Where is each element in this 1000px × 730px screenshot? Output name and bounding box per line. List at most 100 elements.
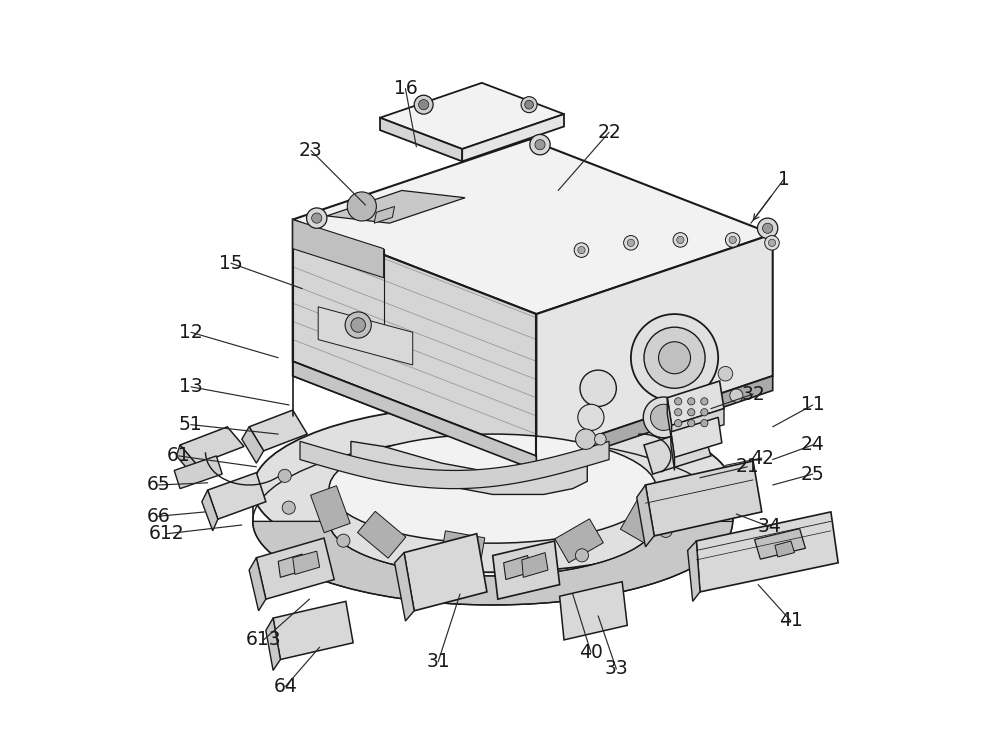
Circle shape <box>574 243 589 258</box>
Polygon shape <box>374 207 395 223</box>
Circle shape <box>651 404 677 431</box>
Circle shape <box>701 398 708 405</box>
Polygon shape <box>327 191 465 223</box>
Polygon shape <box>174 456 222 488</box>
Text: 11: 11 <box>801 396 825 415</box>
Circle shape <box>701 420 708 427</box>
Polygon shape <box>253 521 733 605</box>
Polygon shape <box>637 485 654 547</box>
Polygon shape <box>293 139 773 314</box>
Polygon shape <box>293 220 384 277</box>
Circle shape <box>688 409 695 416</box>
Text: 33: 33 <box>604 659 628 678</box>
Text: 15: 15 <box>219 254 243 273</box>
Circle shape <box>730 389 743 402</box>
Circle shape <box>718 366 733 381</box>
Text: 64: 64 <box>274 677 297 696</box>
Circle shape <box>643 397 684 438</box>
Polygon shape <box>644 427 711 474</box>
Text: 61: 61 <box>167 447 190 466</box>
Polygon shape <box>380 82 564 149</box>
Polygon shape <box>404 534 487 611</box>
Circle shape <box>675 420 682 427</box>
Circle shape <box>535 139 545 150</box>
Polygon shape <box>671 418 722 458</box>
Circle shape <box>624 236 638 250</box>
Polygon shape <box>688 541 700 602</box>
Polygon shape <box>696 512 838 592</box>
Circle shape <box>576 429 596 450</box>
Circle shape <box>659 342 691 374</box>
Text: 32: 32 <box>741 385 765 404</box>
Circle shape <box>578 247 585 254</box>
Polygon shape <box>536 376 773 470</box>
Polygon shape <box>672 409 724 442</box>
Circle shape <box>525 100 533 109</box>
Circle shape <box>575 549 589 562</box>
Circle shape <box>450 555 463 568</box>
Circle shape <box>631 314 718 402</box>
Polygon shape <box>667 398 672 442</box>
Circle shape <box>307 208 327 228</box>
Polygon shape <box>256 538 334 599</box>
Text: 51: 51 <box>179 415 203 434</box>
Text: 612: 612 <box>149 524 185 543</box>
Polygon shape <box>249 410 307 451</box>
Polygon shape <box>504 556 531 580</box>
Ellipse shape <box>253 405 733 572</box>
Circle shape <box>419 99 429 109</box>
Polygon shape <box>311 485 350 533</box>
Polygon shape <box>293 551 320 575</box>
Polygon shape <box>293 220 536 456</box>
Text: 24: 24 <box>801 436 825 455</box>
Polygon shape <box>351 442 587 494</box>
Circle shape <box>675 409 682 416</box>
Polygon shape <box>755 529 805 559</box>
Circle shape <box>278 469 291 483</box>
Circle shape <box>414 95 433 114</box>
Polygon shape <box>522 553 548 577</box>
Text: 40: 40 <box>579 642 603 662</box>
Polygon shape <box>441 531 485 565</box>
Circle shape <box>659 524 672 537</box>
Circle shape <box>627 239 635 247</box>
Circle shape <box>578 404 604 431</box>
Text: 16: 16 <box>394 79 417 98</box>
Circle shape <box>580 370 616 407</box>
Polygon shape <box>266 618 280 670</box>
Circle shape <box>595 434 606 445</box>
Text: 23: 23 <box>299 141 323 160</box>
Text: 34: 34 <box>757 517 781 536</box>
Polygon shape <box>249 558 266 611</box>
Text: 12: 12 <box>179 323 203 342</box>
Polygon shape <box>536 234 773 456</box>
Polygon shape <box>560 582 627 640</box>
Circle shape <box>673 233 688 247</box>
Text: 13: 13 <box>179 377 203 396</box>
Circle shape <box>688 398 695 405</box>
Circle shape <box>351 318 365 332</box>
Circle shape <box>729 237 736 244</box>
Polygon shape <box>176 445 197 475</box>
Circle shape <box>521 96 537 112</box>
Text: 1: 1 <box>778 170 790 189</box>
Polygon shape <box>671 432 675 470</box>
Polygon shape <box>242 427 264 463</box>
Polygon shape <box>620 494 664 543</box>
Polygon shape <box>667 381 724 426</box>
Polygon shape <box>273 602 353 659</box>
Polygon shape <box>357 511 406 558</box>
Circle shape <box>347 192 376 221</box>
Polygon shape <box>493 541 560 599</box>
Text: 613: 613 <box>246 631 281 650</box>
Polygon shape <box>300 442 609 488</box>
Polygon shape <box>293 361 536 470</box>
Text: 42: 42 <box>750 448 774 468</box>
Circle shape <box>694 495 707 508</box>
Text: 22: 22 <box>597 123 621 142</box>
Circle shape <box>312 213 322 223</box>
Polygon shape <box>775 541 795 557</box>
Circle shape <box>765 236 779 250</box>
Polygon shape <box>180 427 244 464</box>
Polygon shape <box>318 307 413 365</box>
